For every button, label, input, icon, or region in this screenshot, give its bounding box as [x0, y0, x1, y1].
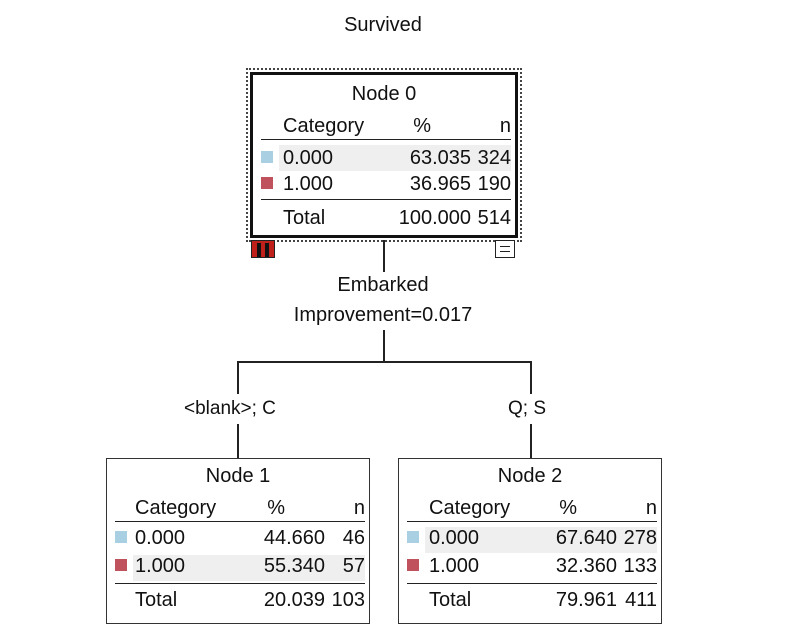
node-header-row: Category % n	[399, 497, 661, 521]
tree-title: Survived	[344, 14, 422, 36]
tree-node-0[interactable]: Node 0 Category % n 0.000 63.035 324 1.0…	[250, 72, 518, 238]
category-1-swatch	[115, 559, 127, 571]
node-title: Node 2	[497, 465, 563, 487]
category-percent: 55.340	[263, 555, 325, 577]
category-label: 1.000	[429, 555, 480, 577]
node-title: Node 0	[351, 83, 417, 105]
total-label: Total	[429, 589, 472, 611]
split-variable: Embarked	[337, 274, 429, 296]
total-row: Total 100.000 514	[253, 207, 515, 233]
n-header: n	[353, 497, 365, 519]
connector-root-down	[383, 240, 385, 272]
percent-header: %	[267, 497, 285, 519]
category-percent: 44.660	[263, 527, 325, 549]
category-header: Category	[429, 497, 511, 519]
branch-label-right: Q; S	[508, 398, 547, 419]
tree-node-1[interactable]: Node 1 Category % n 0.000 44.660 46 1.00…	[106, 458, 370, 624]
header-divider	[261, 139, 511, 140]
connector-left-upper	[237, 362, 239, 394]
split-improvement: Improvement=0.017	[293, 304, 473, 326]
header-divider	[115, 521, 365, 522]
category-percent: 32.360	[555, 555, 617, 577]
category-label: 1.000	[283, 173, 334, 195]
category-row	[133, 555, 365, 581]
category-row	[279, 145, 511, 171]
category-row-1: 1.000 36.965 190	[253, 173, 515, 199]
total-divider	[407, 583, 657, 584]
total-percent: 79.961	[555, 589, 617, 611]
n-header: n	[645, 497, 657, 519]
category-row-0: 0.000 67.640 278	[399, 527, 661, 553]
category-label: 0.000	[429, 527, 480, 549]
category-1-swatch	[261, 177, 273, 189]
total-divider	[115, 583, 365, 584]
category-percent: 67.640	[555, 527, 617, 549]
category-label: 0.000	[283, 147, 334, 169]
category-label: 0.000	[135, 527, 186, 549]
category-count: 324	[477, 147, 511, 169]
header-divider	[407, 521, 657, 522]
connector-split-down	[383, 330, 385, 362]
percent-header: %	[559, 497, 577, 519]
category-row-0: 0.000 44.660 46	[107, 527, 369, 553]
connector-right-lower	[530, 424, 532, 458]
connector-left-lower	[237, 424, 239, 458]
category-count: 190	[477, 173, 511, 195]
category-count: 57	[342, 555, 365, 577]
total-percent: 20.039	[263, 589, 325, 611]
category-0-swatch	[261, 151, 273, 163]
category-percent: 63.035	[409, 147, 471, 169]
total-count: 514	[477, 207, 511, 229]
total-label: Total	[283, 207, 326, 229]
category-row	[425, 527, 657, 553]
total-count: 103	[331, 589, 365, 611]
category-row-1: 1.000 55.340 57	[107, 555, 369, 581]
total-divider	[261, 199, 511, 200]
total-row: Total 20.039 103	[107, 589, 369, 615]
category-label: 1.000	[135, 555, 186, 577]
category-count: 133	[623, 555, 657, 577]
category-0-swatch	[115, 531, 127, 543]
branch-label-left: <blank>; C	[184, 398, 276, 419]
percent-header: %	[413, 115, 431, 137]
connector-right-upper	[530, 362, 532, 394]
tree-node-2[interactable]: Node 2 Category % n 0.000 67.640 278 1.0…	[398, 458, 662, 624]
total-count: 411	[625, 589, 657, 611]
n-header: n	[499, 115, 511, 137]
collapse-node-icon[interactable]	[495, 240, 515, 258]
category-header: Category	[135, 497, 217, 519]
category-row-0: 0.000 63.035 324	[253, 147, 515, 173]
category-1-swatch	[407, 559, 419, 571]
node-header-row: Category % n	[253, 115, 515, 139]
connector-horizontal	[237, 361, 532, 363]
category-percent: 36.965	[409, 173, 471, 195]
total-row: Total 79.961 411	[399, 589, 661, 615]
category-0-swatch	[407, 531, 419, 543]
category-header: Category	[283, 115, 365, 137]
node-header-row: Category % n	[107, 497, 369, 521]
category-count: 278	[623, 527, 657, 549]
total-percent: 100.000	[398, 207, 471, 229]
category-count: 46	[342, 527, 365, 549]
category-row-1: 1.000 32.360 133	[399, 555, 661, 581]
collapse-children-icon[interactable]	[251, 240, 275, 258]
total-label: Total	[135, 589, 178, 611]
node-title: Node 1	[205, 465, 271, 487]
